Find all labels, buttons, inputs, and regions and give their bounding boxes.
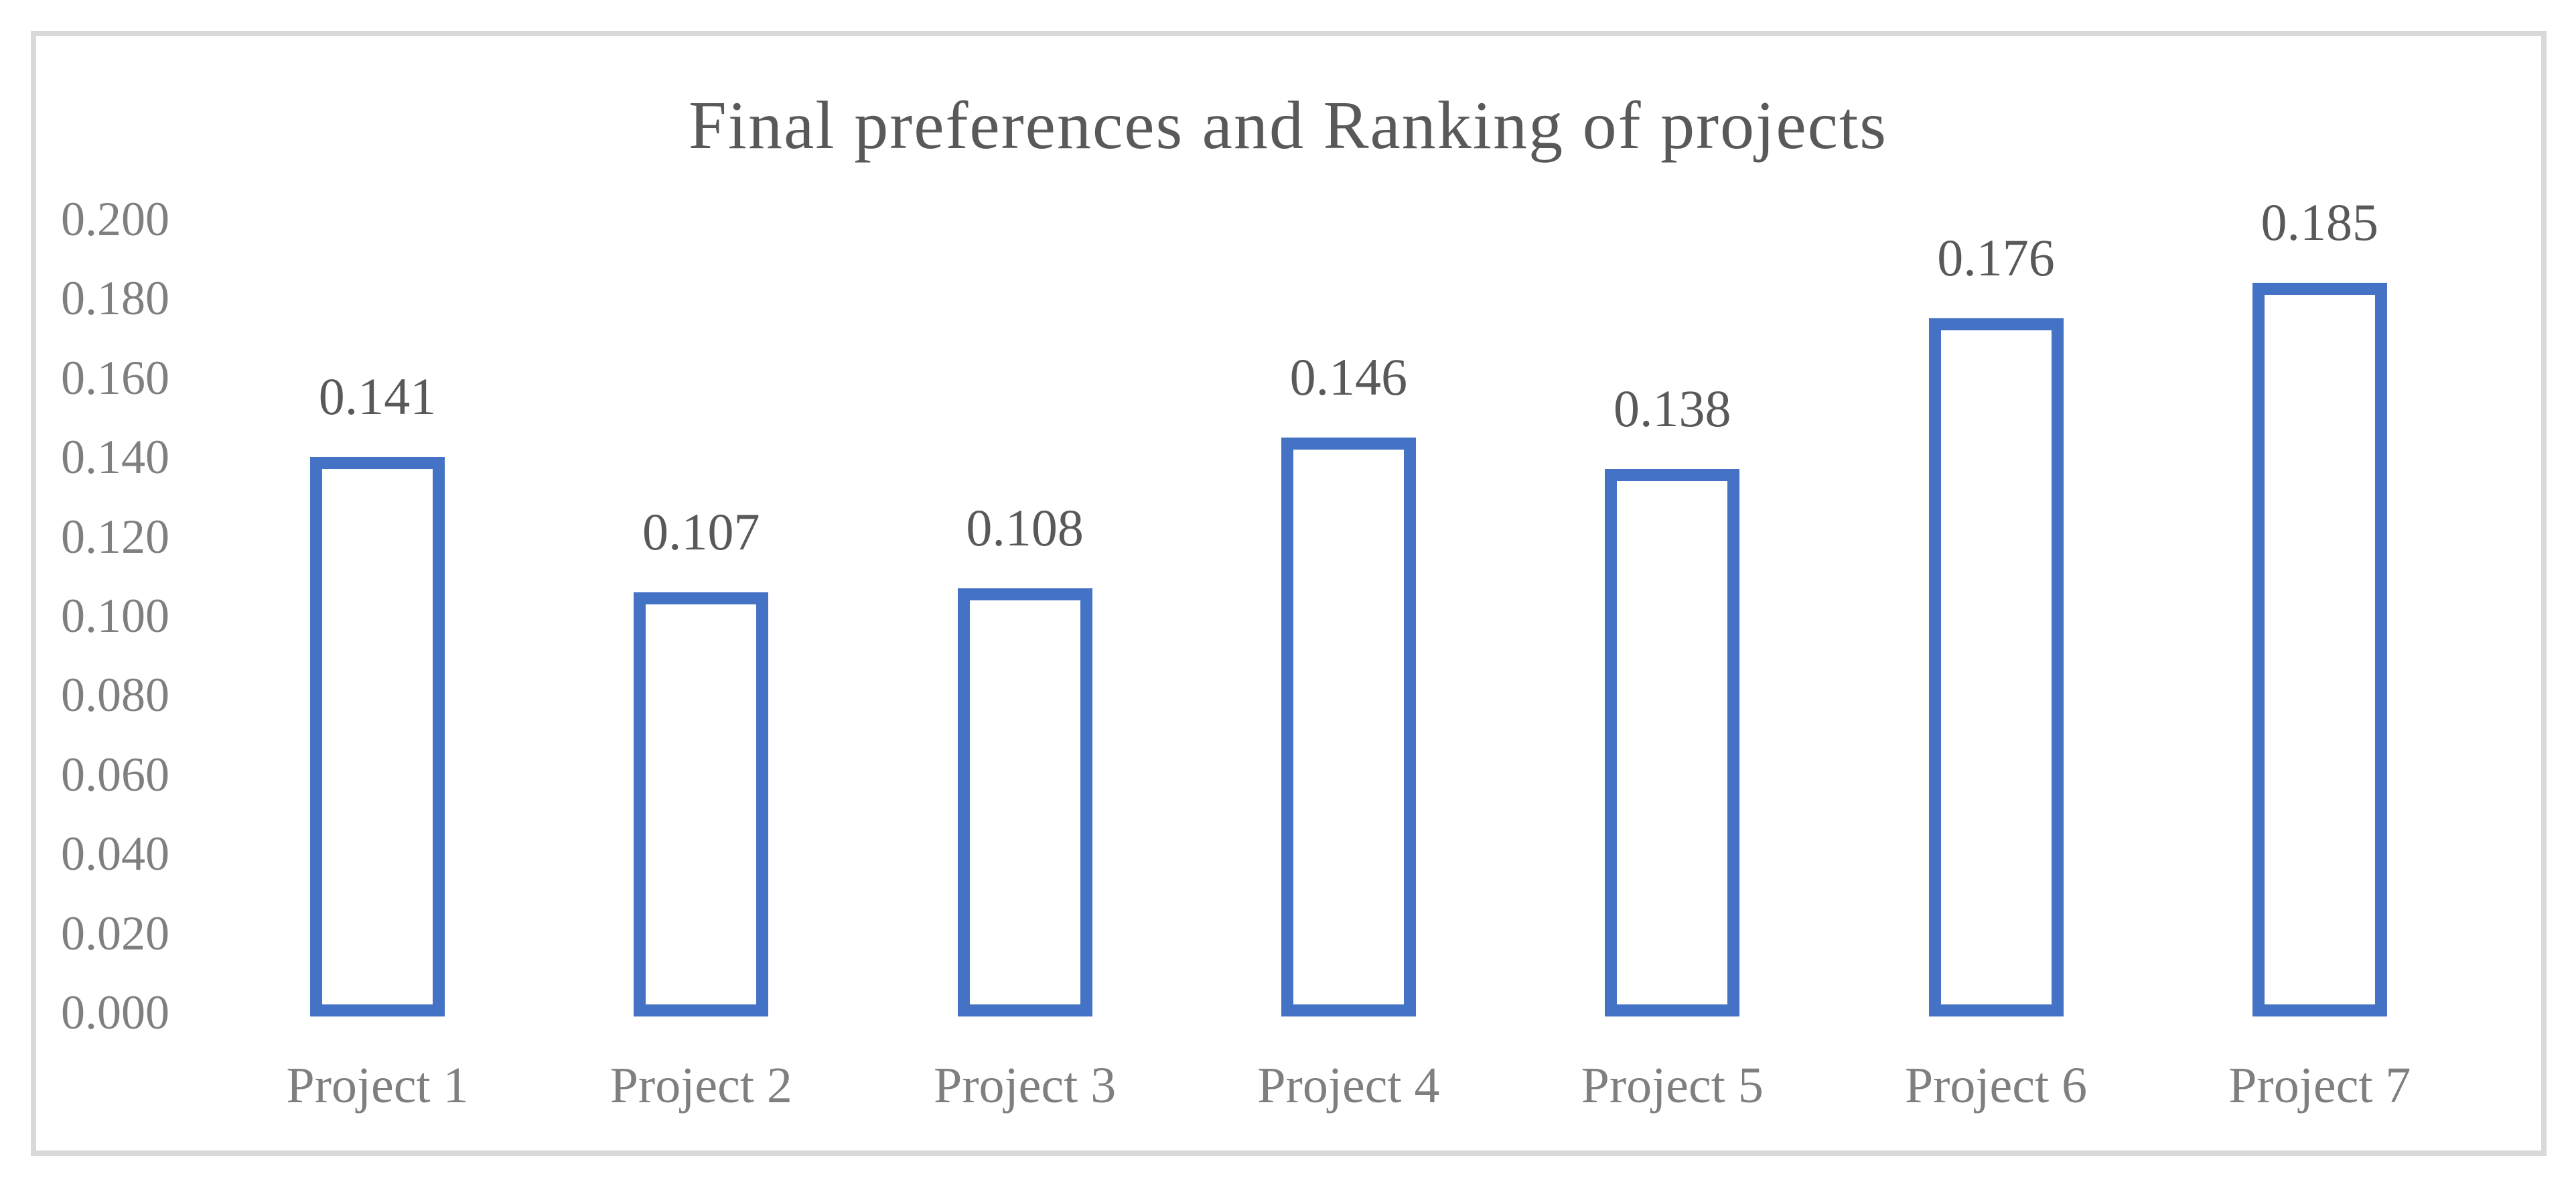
y-axis-tick-label: 0.160 <box>61 350 169 405</box>
y-axis-tick-label: 0.060 <box>61 747 169 801</box>
category-label: Project 6 <box>1904 1057 2088 1114</box>
bar <box>1605 469 1740 1016</box>
category-label: Project 3 <box>933 1057 1117 1114</box>
bar <box>1928 318 2064 1016</box>
bar <box>634 592 769 1016</box>
bar <box>2252 283 2387 1016</box>
y-axis-tick-label: 0.020 <box>61 906 169 960</box>
bar <box>310 457 445 1016</box>
category-label: Project 2 <box>610 1057 792 1114</box>
y-axis-tick-label: 0.120 <box>61 509 169 564</box>
bar <box>957 588 1092 1016</box>
value-label: 0.107 <box>642 503 760 561</box>
value-label: 0.146 <box>1289 348 1408 406</box>
value-label: 0.185 <box>2261 193 2379 251</box>
y-axis-tick-label: 0.040 <box>61 827 169 881</box>
category-label: Project 5 <box>1581 1057 1764 1114</box>
value-label: 0.141 <box>318 367 437 425</box>
value-label: 0.108 <box>966 499 1084 557</box>
category-label: Project 7 <box>2228 1057 2411 1114</box>
chart-title: Final preferences and Ranking of project… <box>689 88 1887 163</box>
y-axis-tick-label: 0.000 <box>61 986 169 1039</box>
category-label: Project 4 <box>1257 1057 1440 1114</box>
value-label: 0.176 <box>1937 228 2055 287</box>
category-label: Project 1 <box>286 1057 469 1114</box>
y-axis-tick-label: 0.180 <box>61 271 169 326</box>
y-axis-tick-label: 0.080 <box>61 668 169 722</box>
y-axis-tick-label: 0.200 <box>61 192 169 246</box>
bar <box>1281 438 1416 1016</box>
y-axis-tick-label: 0.140 <box>61 430 169 484</box>
y-axis-tick-label: 0.100 <box>61 589 169 643</box>
value-label: 0.138 <box>1613 379 1731 438</box>
